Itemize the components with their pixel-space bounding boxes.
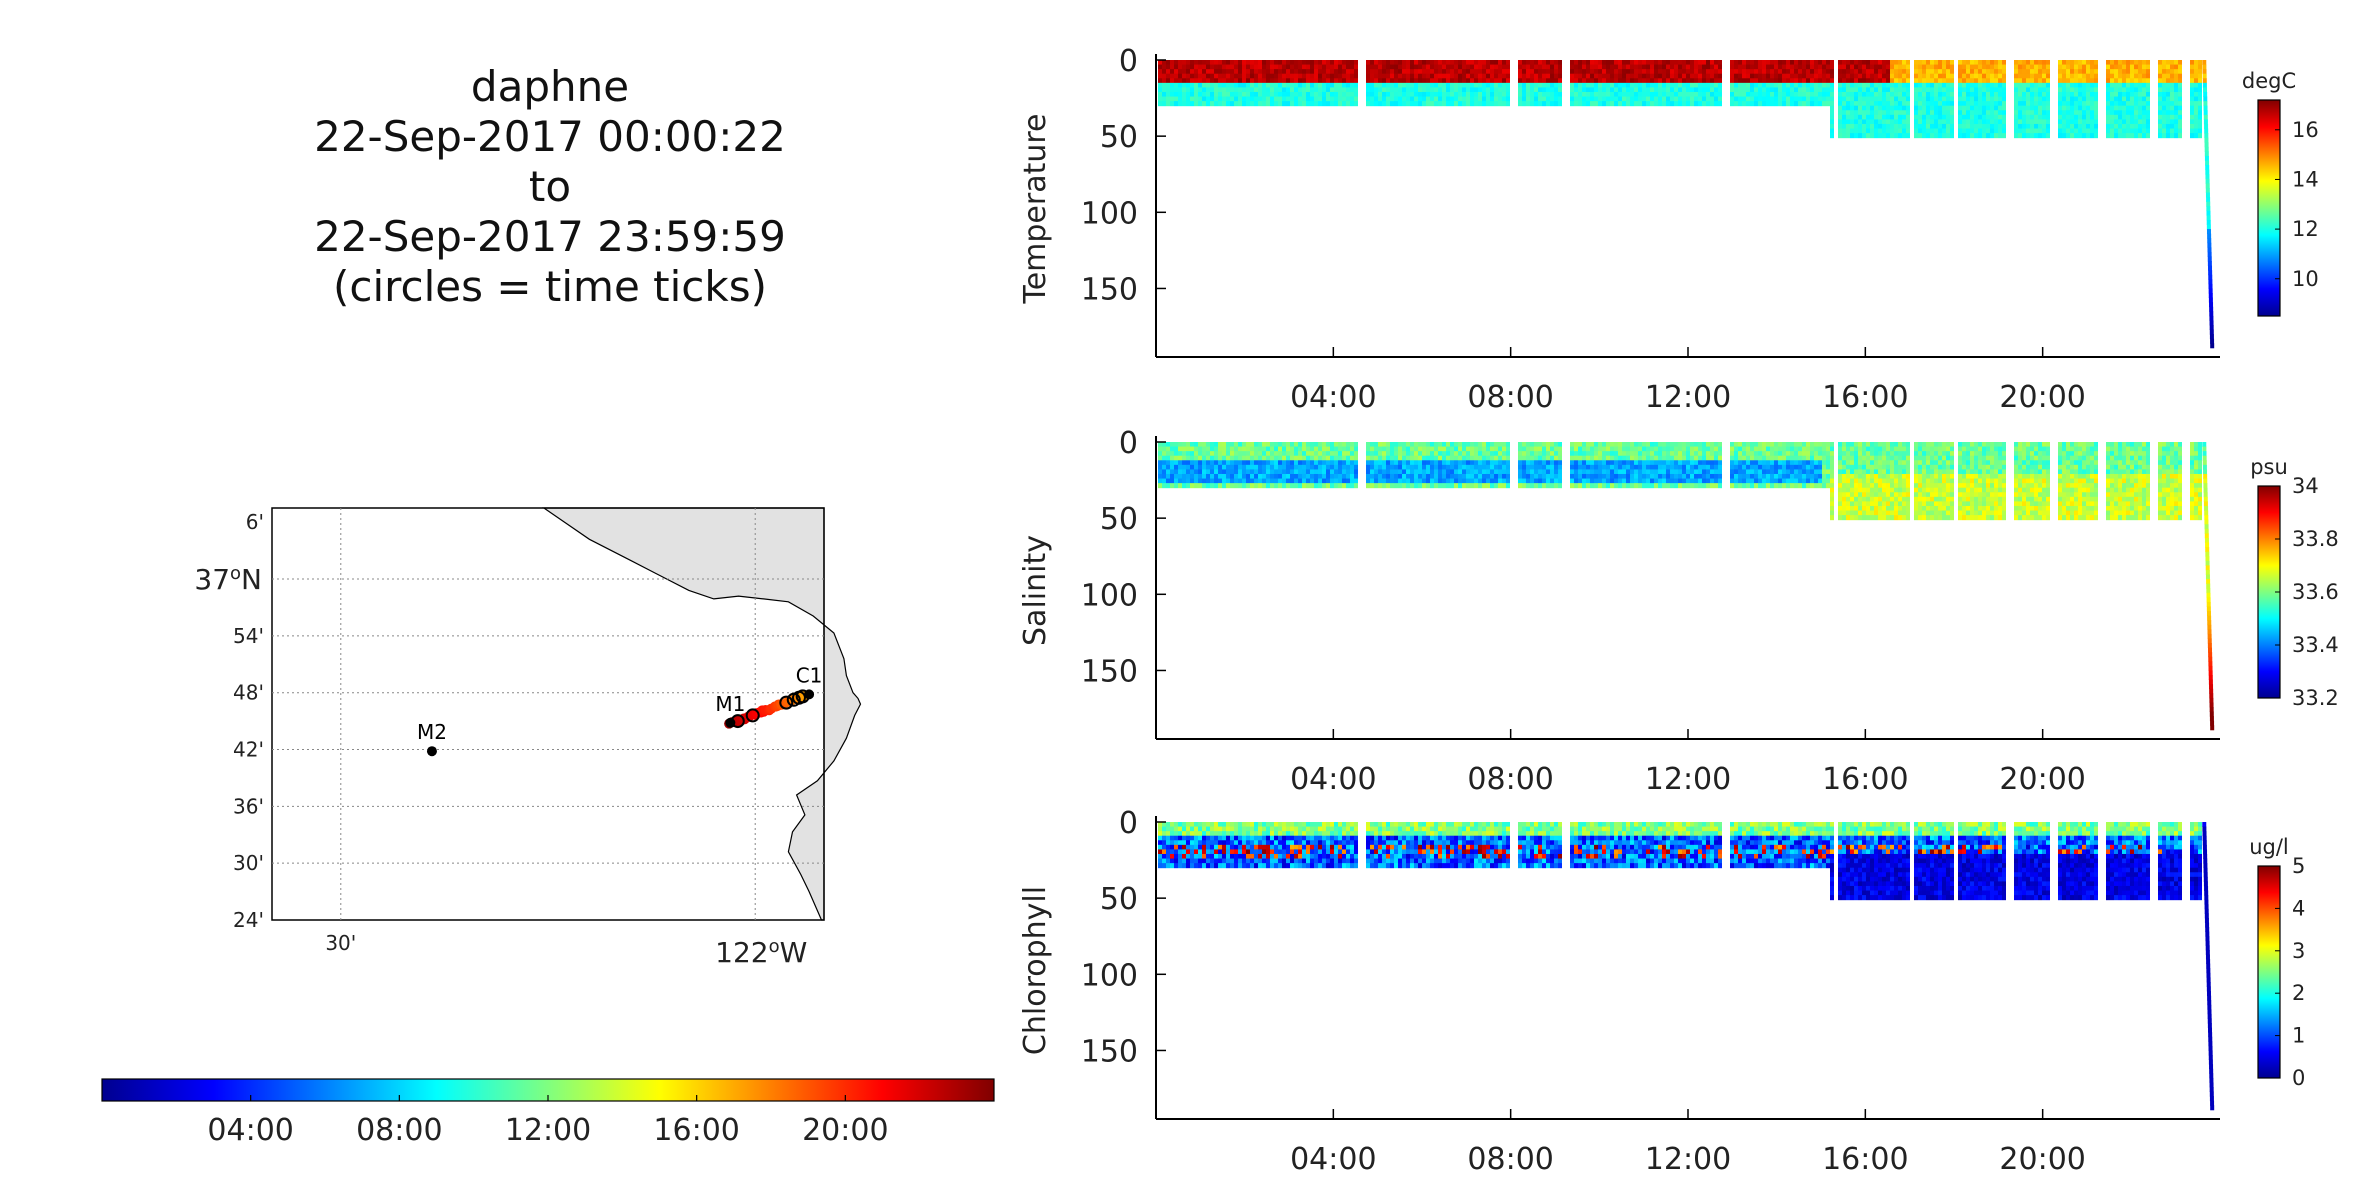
colorbar-tick-label: 1 [2292, 1024, 2305, 1048]
colorbar-tick-label: 3 [2292, 939, 2305, 963]
y-tick-label: 100 [1081, 958, 1138, 993]
colorbar-tick-label: 0 [2292, 1066, 2305, 1090]
lat-label-37n: 37oN [194, 563, 262, 596]
x-tick-label: 04:00 [1290, 762, 1376, 797]
x-tick-label: 08:00 [1467, 1142, 1553, 1177]
x-tick-label: 20:00 [1999, 762, 2085, 797]
colorbar-unit: ug/l [2249, 835, 2289, 859]
temperature-section: 0 50 100 150 04:00 08:00 12:00 16:00 20:00 Temper… [1018, 44, 2319, 415]
station-marker [426, 746, 437, 757]
land-area [541, 507, 862, 921]
section-data [1158, 442, 2202, 521]
x-tick-label: 16:00 [1822, 380, 1908, 415]
lon-label-122w: 122oW [715, 936, 807, 969]
lat-tick-label: 42' [233, 738, 264, 762]
y-tick-label: 50 [1100, 502, 1138, 537]
y-tick-label: 150 [1081, 1034, 1138, 1069]
colorbar-tick-label: 16 [2292, 118, 2319, 142]
y-tick-label: 0 [1119, 426, 1138, 461]
colorbar-tick-label: 12 [2292, 217, 2319, 241]
lat-tick-label: 24' [233, 908, 264, 932]
platform-name: daphne [470, 62, 630, 111]
y-tick-label: 100 [1081, 196, 1138, 231]
y-tick-label: 150 [1081, 654, 1138, 689]
colorbar-tick-label: 4 [2292, 896, 2305, 920]
y-tick-label: 50 [1100, 882, 1138, 917]
final-dive [2202, 442, 2215, 731]
station-marker [725, 717, 736, 728]
map-frame [271, 507, 825, 921]
colorbar-tick-label: 10 [2292, 267, 2319, 291]
lat-tick-label: 30' [233, 851, 264, 875]
start-time: 22-Sep-2017 00:00:22 [314, 112, 786, 161]
lon-degree-mark: o [769, 936, 780, 957]
station-label: M2 [417, 720, 447, 744]
x-tick-label: 08:00 [1467, 380, 1553, 415]
station-label: C1 [796, 663, 823, 687]
lat-tick-label: 6' [246, 510, 264, 534]
colorbar-tick-label: 33.8 [2292, 527, 2339, 551]
y-axis-label: Temperature [1018, 113, 1053, 304]
colorbar-tick-label: 34 [2292, 474, 2319, 498]
circles-note: (circles = time ticks) [333, 262, 767, 311]
lat-tick-label: 48' [233, 681, 264, 705]
x-tick-label: 16:00 [1822, 762, 1908, 797]
colorbar-unit: psu [2250, 455, 2288, 479]
time-colorbar-label: 08:00 [356, 1113, 442, 1148]
salinity-section: 0 50 100 150 04:00 08:00 12:00 16:00 20:00 Salini… [1018, 426, 2339, 797]
colorbar-tick-label: 33.2 [2292, 686, 2339, 710]
lat-tick-label: 36' [233, 794, 264, 818]
to-label: to [528, 162, 572, 211]
station-label: M1 [715, 692, 745, 716]
x-tick-label: 12:00 [1645, 380, 1731, 415]
lat-direction: N [241, 563, 262, 596]
x-tick-label: 08:00 [1467, 762, 1553, 797]
lon-tick-label: 30' [325, 931, 356, 955]
y-axis-label: Chlorophyll [1018, 886, 1053, 1055]
x-tick-label: 04:00 [1290, 380, 1376, 415]
colorbar-unit: degC [2242, 69, 2296, 93]
plot-title: daphne 22-Sep-2017 00:00:22 to 22-Sep-20… [250, 62, 850, 312]
y-tick-label: 100 [1081, 578, 1138, 613]
y-tick-label: 0 [1119, 806, 1138, 841]
y-tick-label: 50 [1100, 120, 1138, 155]
x-tick-label: 20:00 [1999, 1142, 2085, 1177]
x-tick-label: 12:00 [1645, 1142, 1731, 1177]
final-dive [2202, 822, 2215, 1111]
colorbar-tick-label: 33.6 [2292, 580, 2339, 604]
lat-degree-number: 37 [194, 563, 230, 596]
time-colorbar-label: 20:00 [802, 1113, 888, 1148]
colorbar-tick-label: 5 [2292, 854, 2305, 878]
section-data [1158, 822, 2202, 901]
x-tick-label: 20:00 [1999, 380, 2085, 415]
end-time: 22-Sep-2017 23:59:59 [314, 212, 786, 261]
colorbar [2257, 865, 2281, 1079]
time-colorbar-label: 16:00 [653, 1113, 739, 1148]
colorbar-tick-label: 33.4 [2292, 633, 2339, 657]
colorbar [2257, 99, 2281, 317]
y-axis-label: Salinity [1018, 535, 1053, 646]
y-tick-label: 150 [1081, 272, 1138, 307]
lat-degree-mark: o [230, 563, 241, 584]
time-tick-circle [779, 695, 794, 710]
x-tick-label: 04:00 [1290, 1142, 1376, 1177]
x-tick-label: 12:00 [1645, 762, 1731, 797]
y-tick-label: 0 [1119, 44, 1138, 79]
lat-tick-label: 54' [233, 624, 264, 648]
time-tick-circle [745, 708, 760, 723]
station-marker [804, 689, 815, 700]
time-colorbar-label: 12:00 [505, 1113, 591, 1148]
final-dive [2202, 60, 2215, 349]
colorbar-tick-label: 2 [2292, 981, 2305, 1005]
lon-direction: W [780, 936, 808, 969]
x-tick-label: 16:00 [1822, 1142, 1908, 1177]
time-colorbar-label: 04:00 [207, 1113, 293, 1148]
colorbar-tick-label: 14 [2292, 167, 2319, 191]
section-data [1158, 60, 2202, 139]
lon-degree-number: 122 [715, 936, 768, 969]
